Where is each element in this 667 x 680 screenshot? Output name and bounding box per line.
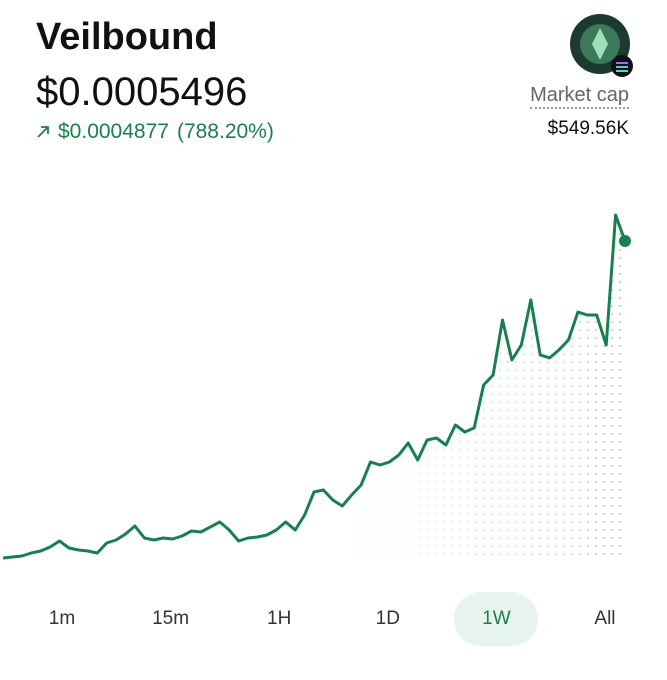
market-cap-label[interactable]: Market cap bbox=[530, 84, 629, 109]
up-arrow bbox=[37, 126, 49, 138]
area-fill bbox=[3, 215, 625, 560]
token-name: Veilbound bbox=[36, 16, 218, 58]
price-chart bbox=[2, 213, 631, 560]
token-avatar bbox=[570, 14, 633, 77]
price: $0.0005496 bbox=[36, 70, 248, 114]
range-tab[interactable]: 15m bbox=[152, 608, 190, 629]
change-percent: (788.20%) bbox=[176, 120, 274, 143]
range-tab[interactable]: 1m bbox=[48, 608, 76, 629]
price-change: $0.0004877 (788.20%) bbox=[36, 120, 274, 144]
range-tab[interactable]: 1W bbox=[454, 592, 539, 646]
range-tab[interactable]: 1D bbox=[375, 608, 400, 629]
change-amount: $0.0004877 bbox=[58, 120, 169, 143]
range-tab[interactable]: 1H bbox=[267, 608, 292, 629]
price-line bbox=[2, 213, 627, 560]
range-tab[interactable]: All bbox=[594, 608, 616, 629]
market-cap: $549.56K bbox=[547, 118, 629, 139]
range-tabs: 1m 15m 1H 1D 1W All bbox=[20, 592, 647, 646]
last-point bbox=[619, 235, 631, 248]
